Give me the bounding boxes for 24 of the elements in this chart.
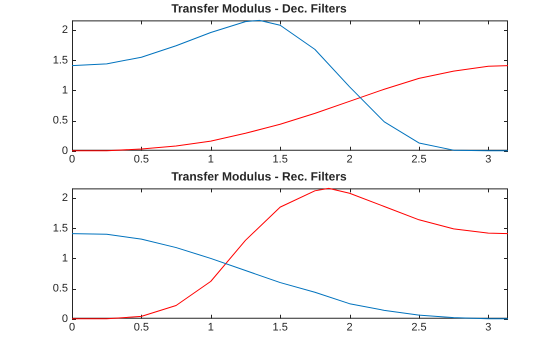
chart-title: Transfer Modulus - Rec. Filters <box>171 170 348 184</box>
y-tick-label: 0.5 <box>52 114 68 127</box>
x-tick-label: 1.5 <box>272 153 288 166</box>
y-tick-label: 1.5 <box>52 54 68 66</box>
x-tick-label: 2 <box>346 321 353 334</box>
x-tick-label: 0.5 <box>134 321 150 334</box>
x-tick-label: 2.5 <box>411 153 427 166</box>
x-tick-label: 3 <box>485 153 492 166</box>
x-tick-label: 2 <box>346 153 353 166</box>
x-tick-label: 1 <box>208 321 214 334</box>
y-tick-label: 1.5 <box>52 222 68 234</box>
x-tick-label: 0.5 <box>134 153 150 166</box>
chart-title: Transfer Modulus - Dec. Filters <box>171 2 348 16</box>
y-tick-label: 2 <box>62 24 68 36</box>
y-tick-label: 2 <box>62 192 68 204</box>
y-tick-label: 0 <box>62 144 68 157</box>
y-tick-label: 1 <box>62 252 68 264</box>
x-tick-label: 3 <box>485 321 492 334</box>
y-tick-label: 0 <box>62 312 68 325</box>
y-tick-label: 1 <box>62 84 68 96</box>
x-tick-label: 1 <box>208 153 214 166</box>
x-tick-label: 2.5 <box>411 321 427 334</box>
x-tick-label: 1.5 <box>272 321 288 334</box>
y-tick-label: 0.5 <box>52 282 68 295</box>
